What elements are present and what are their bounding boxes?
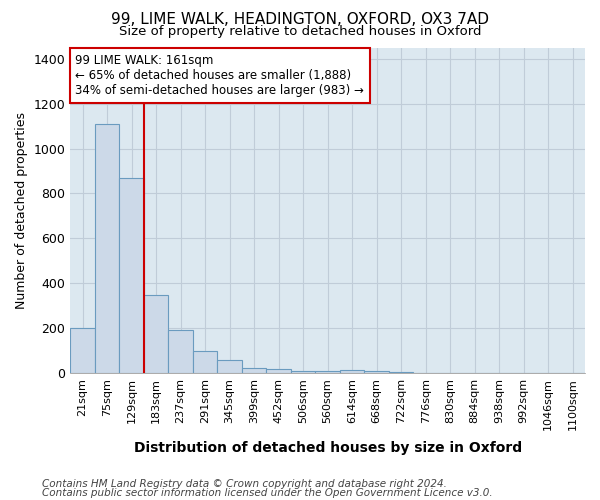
Bar	[316, 371, 340, 373]
Bar	[217, 360, 242, 373]
Bar	[364, 371, 389, 373]
Y-axis label: Number of detached properties: Number of detached properties	[15, 112, 28, 309]
Bar	[193, 350, 217, 373]
Bar	[291, 371, 316, 373]
Bar	[95, 124, 119, 373]
Bar	[169, 330, 193, 373]
Bar	[144, 294, 169, 373]
Bar	[119, 178, 144, 373]
Bar	[340, 370, 364, 373]
Bar	[242, 368, 266, 373]
Text: Size of property relative to detached houses in Oxford: Size of property relative to detached ho…	[119, 25, 481, 38]
Text: 99, LIME WALK, HEADINGTON, OXFORD, OX3 7AD: 99, LIME WALK, HEADINGTON, OXFORD, OX3 7…	[111, 12, 489, 28]
Text: 99 LIME WALK: 161sqm
← 65% of detached houses are smaller (1,888)
34% of semi-de: 99 LIME WALK: 161sqm ← 65% of detached h…	[76, 54, 364, 97]
Bar	[70, 328, 95, 373]
Text: Contains HM Land Registry data © Crown copyright and database right 2024.: Contains HM Land Registry data © Crown c…	[42, 479, 447, 489]
Bar	[389, 372, 413, 373]
X-axis label: Distribution of detached houses by size in Oxford: Distribution of detached houses by size …	[134, 441, 522, 455]
Text: Contains public sector information licensed under the Open Government Licence v3: Contains public sector information licen…	[42, 488, 493, 498]
Bar	[266, 368, 291, 373]
